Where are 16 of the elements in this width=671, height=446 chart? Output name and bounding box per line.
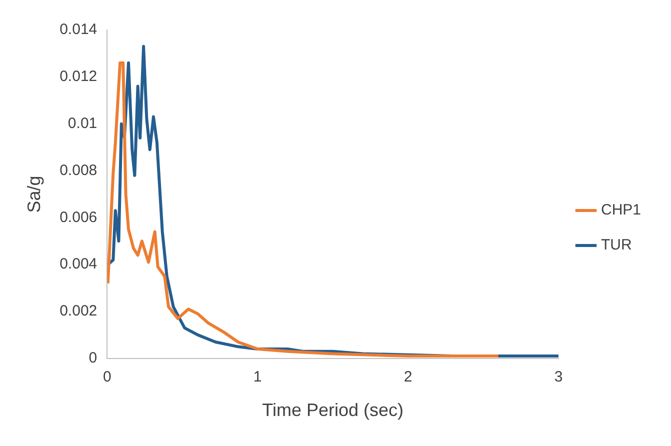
x-axis-title: Time Period (sec): [262, 400, 404, 420]
x-tick-label: 0: [102, 368, 112, 386]
x-tick-label: 2: [404, 368, 412, 386]
y-axis-title: Sa/g: [24, 176, 44, 213]
y-tick-label: 0.014: [60, 21, 98, 38]
legend-label: TUR: [600, 236, 632, 254]
y-tick-label: 0.006: [60, 208, 98, 226]
x-tick-label: 3: [554, 368, 563, 386]
y-tick-label: 0: [88, 350, 98, 367]
x-tick-label: 1: [253, 368, 262, 386]
y-tick-label: 0.002: [60, 302, 98, 320]
y-tick-label: 0.004: [60, 256, 98, 273]
legend-label: CHP1: [600, 202, 642, 219]
y-tick-label: 0.008: [60, 162, 98, 179]
y-tick-label: 0.01: [68, 114, 98, 132]
y-tick-label: 0.012: [60, 68, 98, 86]
